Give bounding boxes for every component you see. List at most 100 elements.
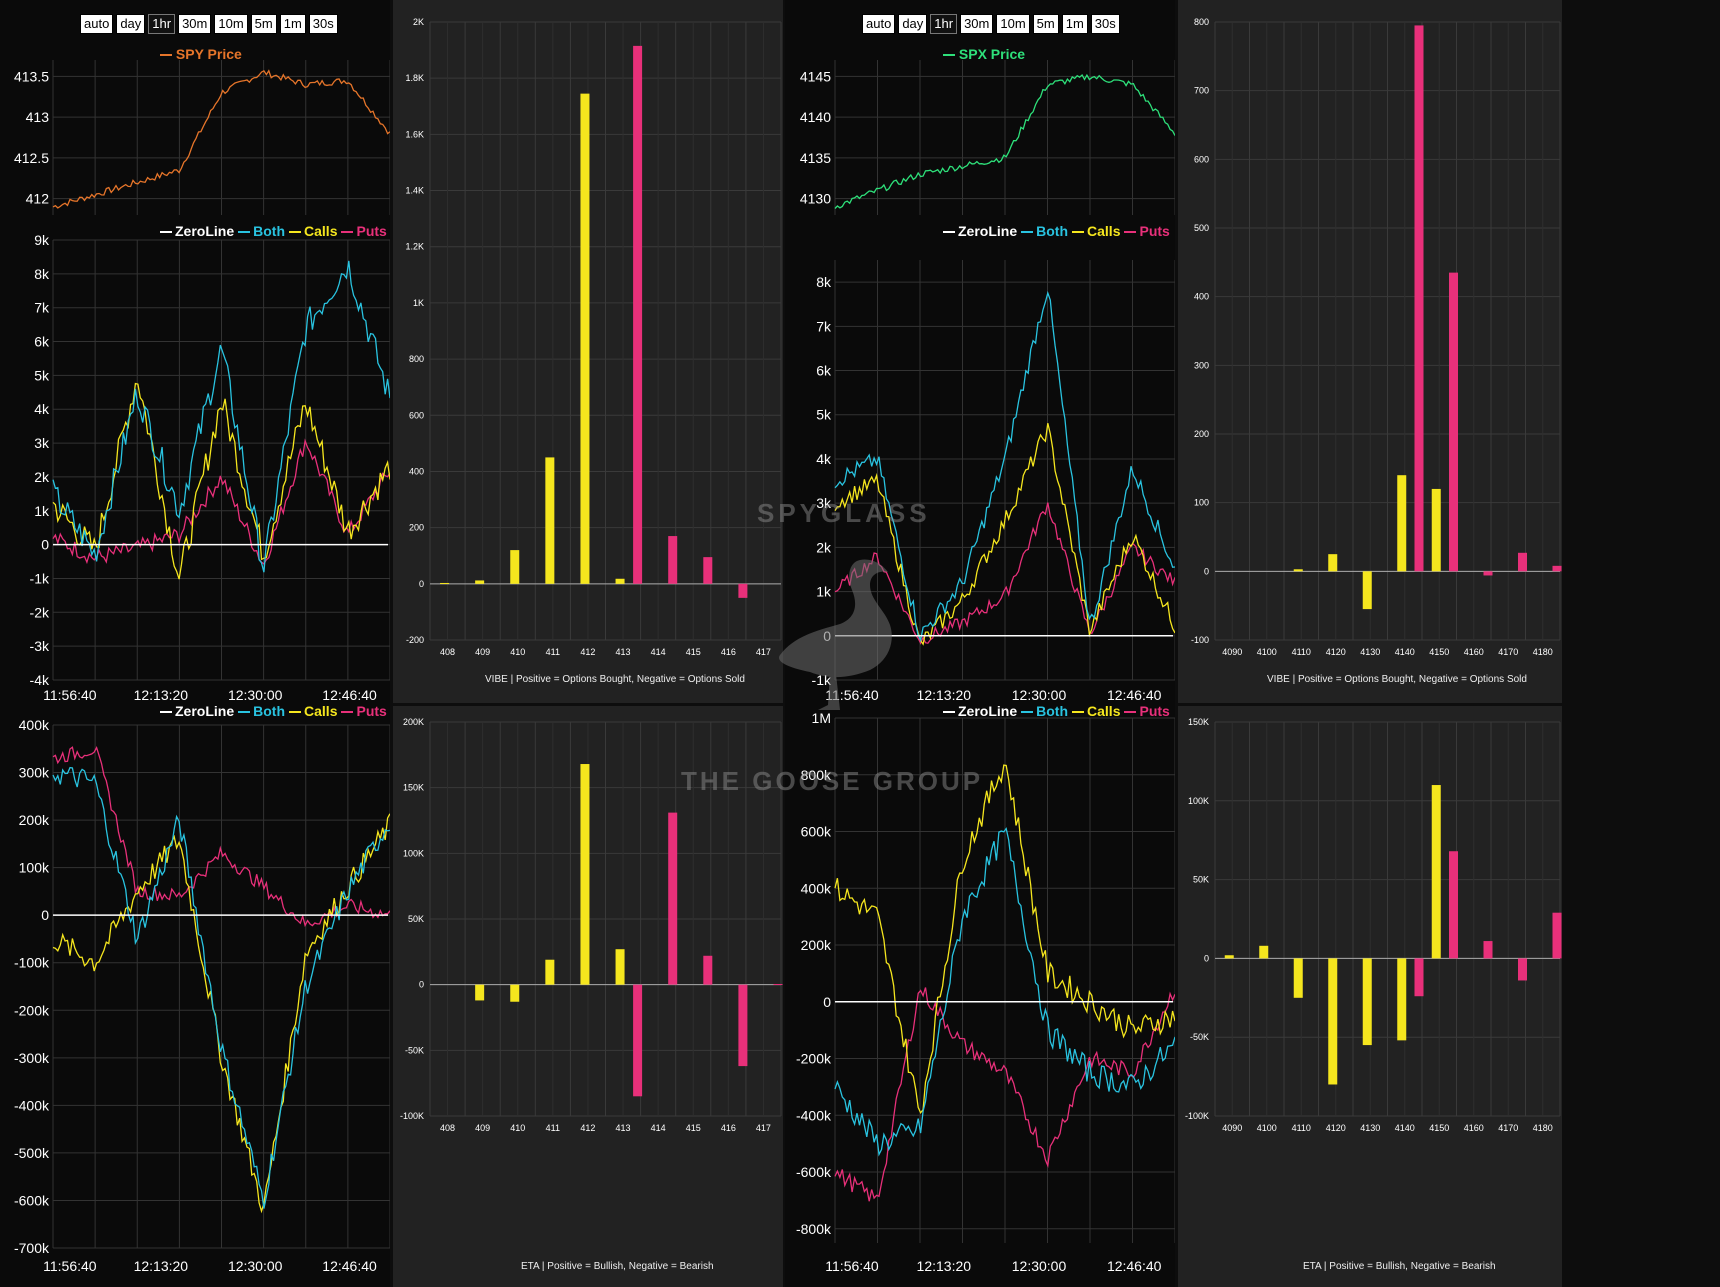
y-tick-label: 200K [403, 717, 424, 727]
spy-vibe-panel: auto day 1hr 30m 10m 5m 1m 30s SPY Price ZeroLi… [0, 0, 390, 703]
y-tick-label: 2k [816, 539, 832, 555]
spx-vibe-legend: ZeroLine Both Calls Puts [943, 223, 1174, 239]
timeframe-button-1hr[interactable]: 1hr [930, 14, 958, 34]
legend-item-puts[interactable]: Puts [341, 223, 387, 239]
timeframe-button-10m[interactable]: 10m [996, 14, 1030, 34]
both-line [834, 827, 1175, 1157]
timeframe-button-10m[interactable]: 10m [214, 14, 248, 34]
legend-item-zeroline[interactable]: ZeroLine [943, 703, 1017, 719]
y-tick-label: 200k [19, 812, 50, 828]
timeframe-button-1hr[interactable]: 1hr [148, 14, 176, 34]
legend-item-puts[interactable]: Puts [1124, 223, 1170, 239]
y-tick-label: 5k [34, 367, 50, 383]
timeframe-button-1m[interactable]: 1m [279, 14, 306, 34]
legend-item-puts[interactable]: Puts [341, 703, 387, 719]
calls-bar [545, 959, 555, 985]
watermark-spyglass: SPYGLASS [757, 498, 931, 528]
x-tick-label: 4130 [1360, 647, 1380, 657]
legend-item-calls[interactable]: Calls [289, 703, 337, 719]
both-line [834, 290, 1175, 643]
puts-bar [1414, 25, 1424, 572]
puts-bar [1483, 941, 1493, 959]
x-tick-label: 12:30:00 [1012, 687, 1067, 703]
y-tick-label: 4130 [800, 191, 831, 207]
spx-eta-bar-panel: -100K -50K 0 50K 100K 150K 4090 4100 4110 4120 413… [1178, 706, 1562, 1287]
timeframe-button-auto[interactable]: auto [80, 14, 114, 34]
spx-vibe-panel: auto day 1hr 30m 10m 5m 1m 30s SPX Price ZeroLi… [785, 0, 1175, 703]
y-tick-label: -50K [405, 1045, 424, 1055]
x-tick-label: 12:46:40 [1107, 687, 1162, 703]
x-tick-label: 4140 [1395, 1123, 1415, 1133]
y-tick-label: 0 [419, 980, 424, 990]
legend-item-both[interactable]: Both [1021, 703, 1068, 719]
calls-bar [440, 582, 450, 584]
calls-bar [510, 984, 520, 1002]
timeframe-button-30s[interactable]: 30s [308, 14, 338, 34]
y-tick-label: 50K [1193, 875, 1209, 885]
y-tick-label: 4145 [800, 68, 831, 84]
x-tick-label: 417 [756, 647, 771, 657]
timeframe-button-auto[interactable]: auto [862, 14, 896, 34]
y-tick-label: -4k [30, 672, 50, 688]
x-tick-label: 416 [721, 1123, 736, 1133]
x-tick-label: 4090 [1222, 1123, 1242, 1133]
spx-vibe-bar-svg: -100 0 100 200 300 400 500 600 700 800 4090 4100 411… [1191, 17, 1562, 657]
spx-price-title: SPX Price [943, 46, 1025, 62]
legend-item-zeroline[interactable]: ZeroLine [160, 223, 234, 239]
puts-line [52, 746, 390, 928]
puts-bar [668, 812, 678, 985]
x-tick-label: 12:46:40 [322, 687, 377, 703]
y-tick-label: 9k [34, 232, 50, 248]
timeframe-button-day[interactable]: day [116, 14, 146, 34]
y-tick-label: -200k [796, 1051, 832, 1067]
spy-vibe-legend: ZeroLine Both Calls Puts [160, 223, 390, 239]
legend-item-puts[interactable]: Puts [1124, 703, 1170, 719]
y-tick-label: 412 [26, 191, 50, 207]
calls-bar [580, 93, 590, 584]
timeframe-button-5m[interactable]: 5m [250, 14, 277, 34]
y-tick-label: 600 [1194, 154, 1209, 164]
y-tick-label: -100K [1185, 1111, 1209, 1121]
spx-eta-legend: ZeroLine Both Calls Puts [943, 703, 1174, 719]
spy-timeframe-bar: auto day 1hr 30m 10m 5m 1m 30s [80, 14, 338, 34]
legend-item-both[interactable]: Both [238, 223, 285, 239]
legend-item-both[interactable]: Both [238, 703, 285, 719]
x-tick-label: 12:46:40 [322, 1258, 377, 1274]
y-tick-label: -400k [14, 1097, 50, 1113]
y-tick-label: 4135 [800, 150, 831, 166]
calls-bar [580, 764, 590, 985]
timeframe-button-30m[interactable]: 30m [178, 14, 212, 34]
timeframe-button-30s[interactable]: 30s [1090, 14, 1120, 34]
legend-item-zeroline[interactable]: ZeroLine [943, 223, 1017, 239]
y-tick-label: -200 [406, 635, 424, 645]
x-tick-label: 12:46:40 [1107, 1258, 1162, 1274]
legend-item-calls[interactable]: Calls [289, 223, 337, 239]
timeframe-button-30m[interactable]: 30m [960, 14, 994, 34]
x-tick-label: 11:56:40 [43, 687, 97, 703]
x-tick-label: 4110 [1292, 647, 1311, 657]
legend-item-calls[interactable]: Calls [1072, 703, 1120, 719]
x-tick-label: 4180 [1533, 647, 1553, 657]
x-tick-label: 4100 [1257, 647, 1277, 657]
y-tick-label: 300 [1194, 360, 1209, 370]
x-tick-label: 415 [686, 1123, 701, 1133]
y-tick-label: 300k [19, 765, 50, 781]
calls-bar [475, 580, 485, 584]
x-tick-label: 4120 [1326, 647, 1346, 657]
timeframe-button-day[interactable]: day [898, 14, 928, 34]
calls-bar [475, 984, 485, 1001]
timeframe-button-1m[interactable]: 1m [1061, 14, 1088, 34]
timeframe-button-5m[interactable]: 5m [1032, 14, 1059, 34]
y-tick-label: 150K [1188, 717, 1209, 727]
y-tick-label: 1k [816, 584, 832, 600]
x-tick-label: 409 [475, 647, 490, 657]
both-line [52, 260, 390, 573]
x-tick-label: 4130 [1360, 1123, 1380, 1133]
y-tick-label: 4140 [800, 109, 831, 125]
legend-item-both[interactable]: Both [1021, 223, 1068, 239]
legend-item-zeroline[interactable]: ZeroLine [160, 703, 234, 719]
legend-item-calls[interactable]: Calls [1072, 223, 1120, 239]
x-tick-label: 413 [616, 647, 631, 657]
y-tick-label: 8k [816, 274, 832, 290]
x-tick-label: 12:13:20 [917, 1258, 972, 1274]
